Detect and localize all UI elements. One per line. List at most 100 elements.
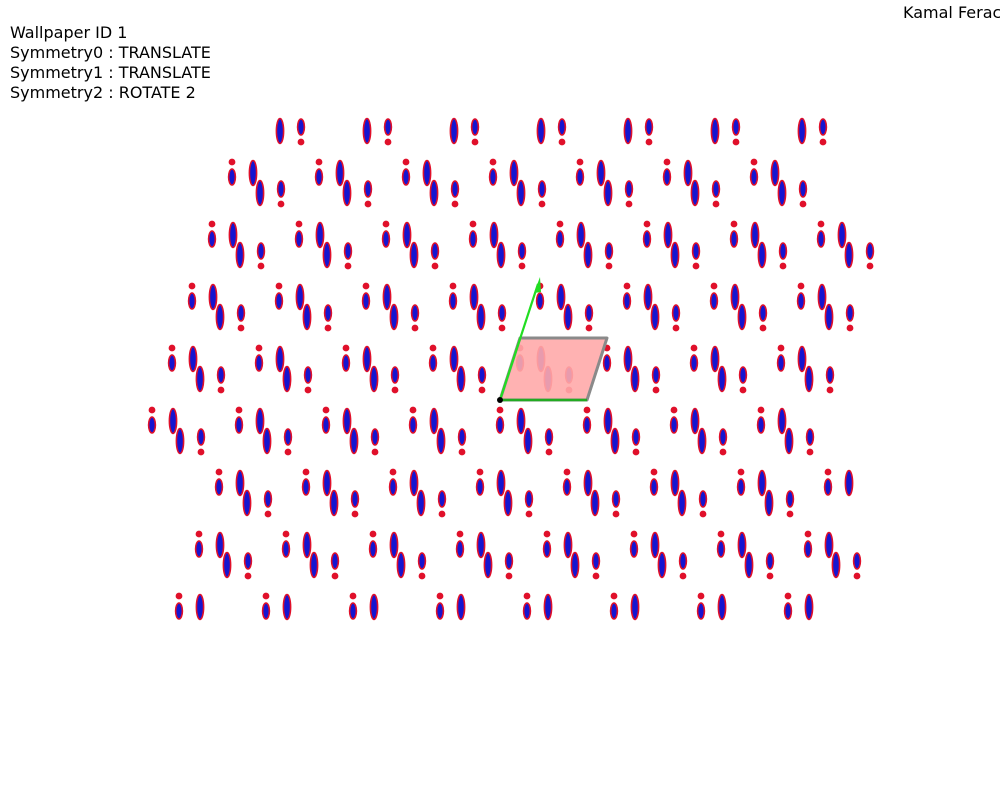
motif-bang — [281, 530, 291, 558]
motif — [570, 551, 580, 579]
motif-bang — [758, 304, 768, 332]
motif-dot — [717, 530, 725, 538]
motif-dot — [739, 386, 747, 394]
motif — [389, 303, 399, 331]
motif-ellipse — [622, 292, 632, 310]
motif — [215, 531, 225, 559]
motif-bang — [236, 304, 246, 332]
motif-ellipse — [295, 283, 305, 311]
motif-bang — [368, 530, 378, 558]
motif — [543, 593, 553, 621]
motif — [382, 283, 392, 311]
motif-bang — [537, 180, 547, 208]
motif-dot — [826, 386, 834, 394]
motif-ellipse — [435, 602, 445, 620]
motif-ellipse — [294, 230, 304, 248]
motif-ellipse — [583, 241, 593, 269]
motif-ellipse — [254, 354, 264, 372]
motif-dot — [697, 592, 705, 600]
motif-bang — [435, 592, 445, 620]
motif-ellipse — [583, 469, 593, 497]
motif-ellipse — [147, 416, 157, 434]
motif-ellipse — [262, 427, 272, 455]
motif-ellipse — [349, 427, 359, 455]
motif-dot — [824, 468, 832, 476]
motif-bang — [430, 242, 440, 270]
motif — [770, 159, 780, 187]
motif-ellipse — [477, 366, 487, 384]
motif-ellipse — [281, 540, 291, 558]
motif — [670, 469, 680, 497]
motif-bang — [816, 220, 826, 248]
motif — [777, 407, 787, 435]
wallpaper-id-label: Wallpaper ID 1 — [10, 23, 128, 42]
motif-bang — [321, 406, 331, 434]
motif-ellipse — [718, 428, 728, 446]
motif-ellipse — [757, 469, 767, 497]
motif — [335, 159, 345, 187]
motif-bang — [495, 406, 505, 434]
motif-ellipse — [468, 230, 478, 248]
motif-ellipse — [756, 416, 766, 434]
motif-ellipse — [542, 540, 552, 558]
motif-bang — [803, 530, 813, 558]
motif-ellipse — [717, 593, 727, 621]
motif-ellipse — [796, 292, 806, 310]
motif-ellipse — [543, 593, 553, 621]
motif-dot — [429, 344, 437, 352]
motif — [235, 241, 245, 269]
motif-dot — [612, 510, 620, 518]
motif-ellipse — [470, 118, 480, 136]
motif — [496, 469, 506, 497]
motif — [416, 489, 426, 517]
motif-dot — [322, 406, 330, 414]
motif — [603, 407, 613, 435]
motif-bang — [497, 304, 507, 332]
motif-bang — [555, 220, 565, 248]
motif-ellipse — [362, 117, 372, 145]
motif-bang — [756, 406, 766, 434]
motif-bang — [711, 180, 721, 208]
motif-ellipse — [669, 416, 679, 434]
motif-bang — [778, 242, 788, 270]
motif-dot — [431, 262, 439, 270]
motif-ellipse — [784, 427, 794, 455]
motif — [282, 593, 292, 621]
motif-dot — [750, 158, 758, 166]
motif-ellipse — [456, 365, 466, 393]
motif-ellipse — [736, 478, 746, 496]
motif-ellipse — [369, 593, 379, 621]
motif-dot — [505, 572, 513, 580]
motif-ellipse — [765, 552, 775, 570]
motif-ellipse — [504, 552, 514, 570]
motif-ellipse — [401, 168, 411, 186]
motif-ellipse — [236, 304, 246, 322]
motif-bang — [488, 158, 498, 186]
motif-bang — [174, 592, 184, 620]
motif-dot — [284, 448, 292, 456]
motif-bang — [450, 180, 460, 208]
motif — [342, 407, 352, 435]
motif — [228, 221, 238, 249]
motif-ellipse — [222, 551, 232, 579]
motif — [362, 345, 372, 373]
motif-dot — [197, 448, 205, 456]
motif — [683, 159, 693, 187]
motif-dot — [690, 344, 698, 352]
motif-ellipse — [329, 489, 339, 517]
motif-bang — [294, 220, 304, 248]
motif-ellipse — [314, 168, 324, 186]
motif — [322, 469, 332, 497]
motif — [844, 241, 854, 269]
motif-ellipse — [322, 469, 332, 497]
motif-bang — [468, 220, 478, 248]
motif-ellipse — [555, 230, 565, 248]
motif-dot — [757, 406, 765, 414]
motif — [737, 531, 747, 559]
motif — [215, 303, 225, 331]
unit-cell[interactable] — [498, 336, 609, 402]
motif-ellipse — [818, 118, 828, 136]
motif — [222, 551, 232, 579]
motif-dot — [244, 572, 252, 580]
